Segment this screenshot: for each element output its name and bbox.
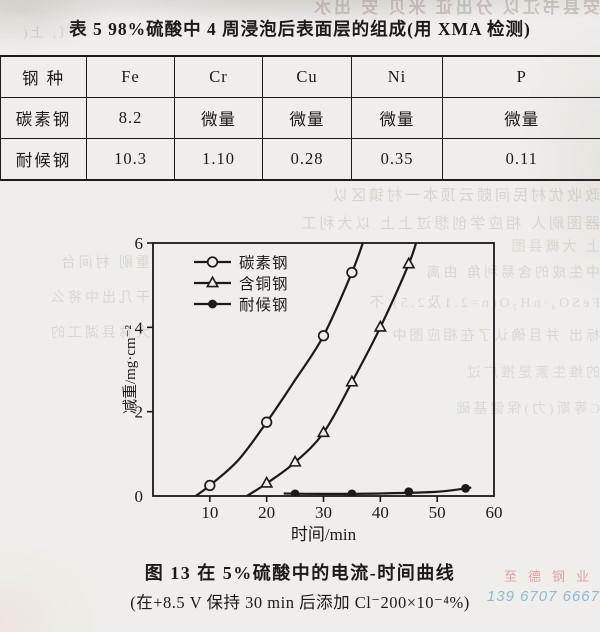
legend (194, 256, 231, 309)
legend-label: 含铜钢 (239, 275, 289, 293)
watermark-company-name: 至德钢业 (503, 569, 600, 584)
x-tick-label: 60 (486, 503, 503, 522)
series-open-circle (194, 243, 364, 496)
cell-ni: 0.35 (351, 138, 443, 180)
cell-fe: 8.2 (86, 97, 175, 139)
x-tick-label: 20 (258, 503, 275, 522)
cell-steel-type: 耐候钢 (0, 138, 87, 180)
cell-cu: 0.28 (262, 138, 352, 180)
x-tick-label: 40 (372, 503, 389, 522)
y-tick-label: 0 (135, 487, 144, 506)
cell-cr: 1.10 (174, 138, 263, 180)
watermark-phone-number: 139 6707 6667 (486, 588, 600, 605)
table-header-row: 钢 种 Fe Cr Cu Ni P (0, 56, 600, 98)
x-tick-label: 30 (315, 503, 332, 522)
cell-p: 0.11 (442, 138, 600, 180)
cell-cr: 微量 (174, 97, 263, 139)
cell-steel-type: 碳素钢 (0, 97, 87, 139)
cell-p: 微量 (442, 97, 600, 139)
x-tick-label: 50 (429, 503, 446, 522)
x-tick-label: 10 (201, 503, 218, 522)
cell-cu: 微量 (262, 97, 352, 139)
watermark: 至德钢业 139 6707 6667 (468, 566, 600, 605)
header-p: P (442, 56, 600, 98)
header-cr: Cr (174, 56, 263, 98)
series-open-triangle (246, 243, 418, 496)
legend-label: 碳素钢 (239, 254, 289, 272)
table-title: 表 5 98%硫酸中 4 周浸泡后表面层的组成(用 XMA 检测) (69, 19, 531, 39)
y-axis-label: 减重/mg·cm⁻² (122, 324, 139, 414)
x-axis-label: 时间/min (291, 525, 357, 544)
series-filled-circle (283, 484, 472, 496)
header-fe: Fe (86, 56, 175, 98)
header-steel-type: 钢 种 (0, 56, 87, 98)
cell-fe: 10.3 (86, 138, 175, 180)
legend-label: 耐候钢 (239, 296, 289, 314)
table-row: 碳素钢 8.2 微量 微量 微量 微量 (0, 97, 600, 139)
y-tick-label: 4 (135, 318, 144, 337)
header-cu: Cu (262, 56, 352, 98)
header-ni: Ni (351, 56, 443, 98)
y-tick-label: 6 (135, 234, 144, 253)
cell-ni: 微量 (351, 97, 443, 139)
composition-table: 钢 种 Fe Cr Cu Ni P 碳素钢 8.2 微量 微量 微量 微量 耐候… (0, 55, 600, 181)
figure-caption: 图 13 在 5%硫酸中的电流-时间曲线 (144, 563, 456, 583)
y-tick-label: 2 (135, 403, 144, 422)
table-row: 耐候钢 10.3 1.10 0.28 0.35 0.11 (0, 138, 600, 180)
figure-subcaption: (在+8.5 V 保持 30 min 后添加 Cl⁻200×10⁻⁴%) (130, 593, 470, 612)
